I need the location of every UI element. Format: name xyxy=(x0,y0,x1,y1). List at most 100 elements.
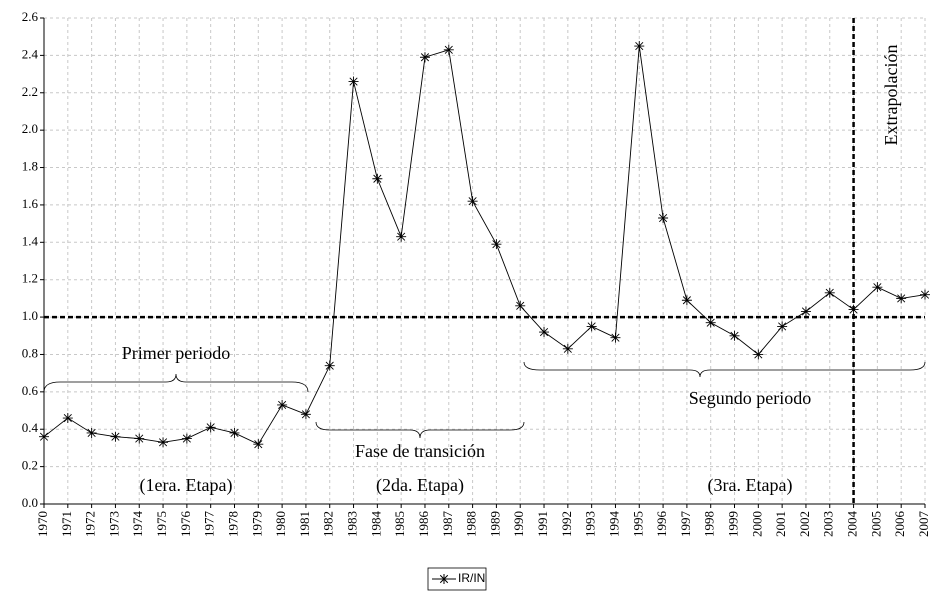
y-tick-label: 2.4 xyxy=(22,46,39,61)
marker xyxy=(181,433,192,444)
brace xyxy=(523,361,926,378)
marker xyxy=(39,431,49,442)
marker xyxy=(467,196,478,207)
marker xyxy=(777,321,788,332)
y-tick-label: 2.2 xyxy=(22,84,38,99)
x-tick-label: 1986 xyxy=(416,511,431,538)
marker xyxy=(158,437,169,448)
x-tick-label: 2004 xyxy=(845,511,860,538)
x-tick-label: 1976 xyxy=(178,511,193,538)
marker xyxy=(848,304,859,315)
y-tick-label: 1.6 xyxy=(22,196,39,211)
x-tick-label: 1974 xyxy=(130,511,145,538)
marker xyxy=(62,413,73,424)
y-tick-label: 1.8 xyxy=(22,159,38,174)
marker xyxy=(562,343,573,354)
marker xyxy=(610,332,621,343)
x-tick-label: 2007 xyxy=(916,511,931,538)
legend-marker xyxy=(439,574,449,584)
x-tick-label: 1987 xyxy=(440,511,455,538)
x-tick-label: 1984 xyxy=(368,511,383,538)
x-tick-label: 1972 xyxy=(83,511,98,537)
y-tick-label: 0.4 xyxy=(22,420,39,435)
marker xyxy=(229,427,240,438)
marker xyxy=(800,306,811,317)
marker xyxy=(896,293,907,304)
y-tick-label: 0.0 xyxy=(22,495,38,510)
annotation: Extrapolación xyxy=(881,45,901,146)
marker xyxy=(824,287,835,298)
x-tick-label: 1988 xyxy=(464,511,479,537)
marker xyxy=(86,427,97,438)
marker xyxy=(348,76,359,87)
x-tick-label: 1990 xyxy=(511,511,526,537)
y-tick-label: 2.0 xyxy=(22,121,38,136)
x-tick-label: 1993 xyxy=(583,511,598,537)
marker xyxy=(920,289,930,300)
marker xyxy=(681,295,692,306)
annotation: (3ra. Etapa) xyxy=(708,475,793,496)
x-tick-label: 1971 xyxy=(59,511,74,537)
x-tick-label: 1977 xyxy=(202,511,217,538)
marker xyxy=(634,41,645,52)
marker xyxy=(443,44,454,55)
x-tick-label: 1992 xyxy=(559,511,574,537)
x-tick-label: 1980 xyxy=(273,511,288,537)
marker xyxy=(586,321,597,332)
marker xyxy=(872,282,883,293)
legend-label: IR/IN xyxy=(458,571,485,585)
x-tick-label: 1996 xyxy=(654,511,669,538)
x-tick-label: 1998 xyxy=(702,511,717,537)
y-tick-label: 1.4 xyxy=(22,233,39,248)
marker xyxy=(658,213,669,224)
x-tick-label: 1991 xyxy=(535,511,550,537)
annotation: Fase de transición xyxy=(355,441,485,461)
x-tick-label: 1970 xyxy=(35,511,50,537)
marker xyxy=(372,173,383,184)
y-tick-label: 0.8 xyxy=(22,345,38,360)
marker xyxy=(253,439,264,450)
brace xyxy=(315,421,525,439)
marker xyxy=(396,231,407,242)
marker xyxy=(300,409,311,420)
x-tick-label: 1989 xyxy=(487,511,502,537)
annotation: Segundo periodo xyxy=(689,388,811,408)
x-tick-label: 1994 xyxy=(606,511,621,538)
y-tick-label: 1.2 xyxy=(22,271,38,286)
y-tick-label: 0.6 xyxy=(22,383,39,398)
grid xyxy=(44,17,926,504)
y-tick-label: 1.0 xyxy=(22,308,38,323)
legend-box xyxy=(427,567,487,591)
series-line xyxy=(43,45,926,445)
brace xyxy=(43,373,309,393)
marker xyxy=(205,422,216,433)
marker xyxy=(753,349,764,360)
x-tick-label: 2002 xyxy=(797,511,812,537)
x-tick-label: 2001 xyxy=(773,511,788,537)
x-tick-label: 2000 xyxy=(749,511,764,537)
x-tick-label: 1985 xyxy=(392,511,407,537)
x-tick-label: 2005 xyxy=(868,511,883,537)
annotation: (2da. Etapa) xyxy=(376,475,464,496)
marker xyxy=(110,431,121,442)
marker xyxy=(729,330,740,341)
marker xyxy=(515,300,526,311)
x-tick-label: 1999 xyxy=(725,511,740,537)
marker xyxy=(134,433,145,444)
marker xyxy=(491,239,502,250)
marker xyxy=(277,399,288,410)
x-tick-label: 1981 xyxy=(297,511,312,537)
x-tick-label: 1982 xyxy=(321,511,336,537)
x-tick-label: 1983 xyxy=(345,511,360,537)
annotation: (1era. Etapa) xyxy=(140,475,233,496)
x-tick-label: 1997 xyxy=(678,511,693,538)
x-tick-label: 1975 xyxy=(154,511,169,537)
x-tick-label: 1973 xyxy=(106,511,121,537)
marker xyxy=(705,317,716,328)
marker xyxy=(419,52,430,63)
x-tick-label: 1979 xyxy=(249,511,264,537)
marker xyxy=(324,360,335,371)
y-tick-label: 0.2 xyxy=(22,458,38,473)
x-tick-label: 2003 xyxy=(821,511,836,537)
